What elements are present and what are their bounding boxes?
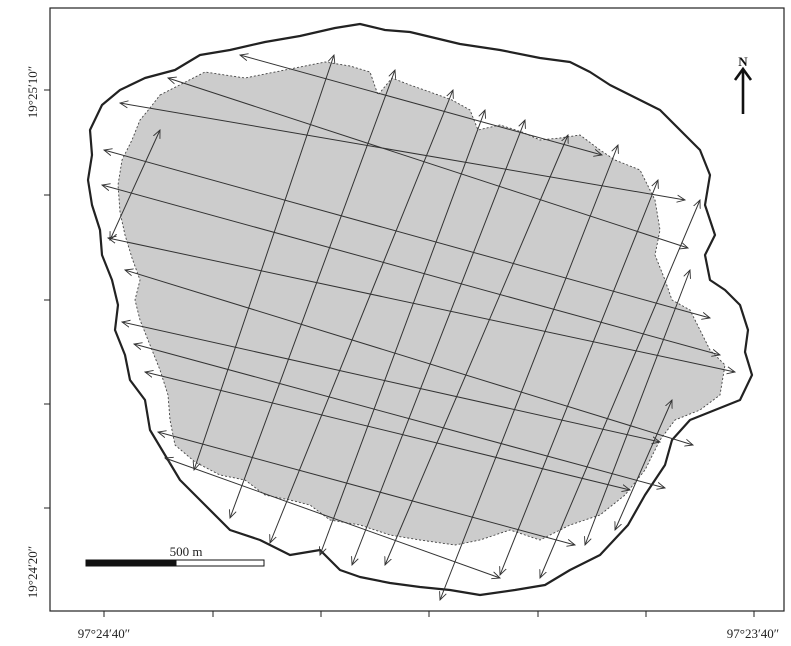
scale-label: 500 m: [170, 544, 203, 559]
latitude-bottom-label: 19°24′20″: [25, 546, 40, 598]
transect-line: [110, 130, 160, 240]
north-arrow-icon: N: [733, 54, 753, 114]
map-frame: [49, 7, 785, 612]
longitude-right-label: 97°23′40″: [727, 626, 779, 641]
latitude-top-label: 19°25′10″: [25, 66, 40, 118]
transect-line: [615, 400, 672, 530]
north-label: N: [738, 54, 748, 69]
frame-ticks: [44, 89, 755, 617]
longitude-left-label: 97°24′40″: [78, 626, 130, 641]
scale-bar: 500 m: [85, 544, 265, 567]
transect-lines: [102, 55, 735, 600]
